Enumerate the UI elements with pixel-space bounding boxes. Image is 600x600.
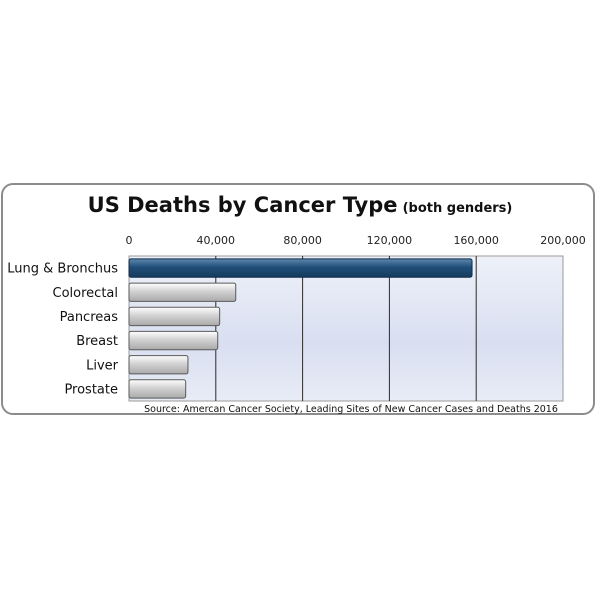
category-label: Lung & Bronchus	[7, 262, 118, 277]
bar-pancreas	[128, 306, 221, 327]
x-axis-ticks: 0 40,000 80,000 120,000 160,000 200,000	[126, 234, 586, 247]
bars	[128, 258, 473, 399]
source-note: Source: Amercan Cancer Society, Leading …	[144, 404, 558, 415]
plot-area	[128, 255, 564, 402]
bar-breast	[128, 330, 219, 351]
x-tick-label: 160,000	[453, 234, 499, 247]
gridlines	[215, 256, 477, 401]
category-label: Colorectal	[53, 286, 118, 301]
category-labels: Lung & Bronchus Colorectal Pancreas Breast L…	[7, 262, 118, 398]
x-tick-label: 40,000	[197, 234, 236, 247]
bar-colorectal	[128, 282, 237, 302]
category-label: Prostate	[64, 382, 118, 397]
x-tick-label: 80,000	[283, 234, 322, 247]
category-label: Liver	[86, 358, 119, 373]
category-label: Pancreas	[60, 310, 119, 325]
bar-lung-bronchus	[128, 258, 473, 278]
chart-title: US Deaths by Cancer Type (both genders)	[0, 193, 600, 217]
bar-liver	[128, 355, 189, 375]
x-tick-label: 200,000	[540, 234, 586, 247]
bar-prostate	[128, 379, 187, 399]
x-tick-label: 120,000	[367, 234, 413, 247]
x-tick-label: 0	[126, 234, 133, 247]
chart-title-main: US Deaths by Cancer Type	[87, 193, 398, 217]
chart-subtitle: (both genders)	[402, 201, 513, 216]
category-label: Breast	[76, 334, 118, 349]
